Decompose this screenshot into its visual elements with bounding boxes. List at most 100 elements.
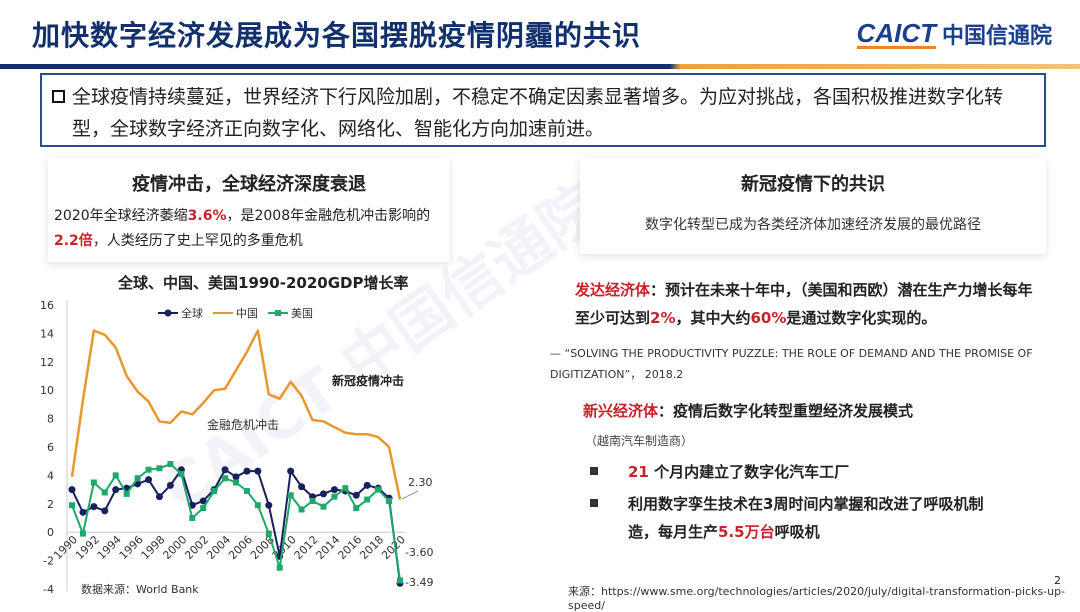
x-tick-label: 2018	[357, 533, 386, 562]
data-point	[68, 486, 76, 494]
data-point	[90, 479, 97, 486]
data-point	[166, 481, 174, 489]
data-point	[232, 473, 240, 481]
data-point	[265, 501, 273, 509]
highlight: 2.2倍	[54, 233, 93, 249]
data-point	[353, 505, 360, 512]
x-tick-label: 1998	[139, 533, 168, 562]
x-tick-label: 1992	[73, 533, 102, 562]
highlight: 5.5万台	[718, 523, 775, 541]
label: 发达经济体	[575, 281, 651, 299]
highlight: 60%	[750, 309, 787, 327]
text: ：疫情后数字化转型重塑经济发展模式	[658, 402, 914, 420]
x-tick-label: 1996	[117, 533, 146, 562]
text: 利用数字孪生技术在3周时间内掌握和改进了呼吸机制造，每月生产	[628, 495, 984, 541]
page-number: 2	[1054, 574, 1061, 587]
checkbox-bullet-icon	[52, 90, 65, 103]
legend-label: 美国	[291, 307, 313, 320]
developed-economies: 发达经济体：预计在未来十年中，（美国和西欧）潜在生产力增长每年至少可达到2%，其…	[575, 276, 1045, 332]
data-point	[112, 472, 119, 479]
square-bullet-icon	[590, 499, 598, 507]
legend-label: 中国	[236, 307, 258, 320]
data-point	[211, 488, 218, 495]
series-line-全球	[71, 468, 401, 584]
bullet-item: 21 个月内建立了数字化汽车工厂	[590, 458, 849, 486]
card-text: 数字化转型已成为各类经济体加速经济发展的最优路径	[645, 217, 981, 233]
data-point	[233, 479, 239, 486]
data-point	[342, 485, 349, 492]
data-point	[79, 530, 86, 537]
data-point	[363, 481, 371, 489]
highlight: 21	[628, 463, 649, 481]
emerging-economies: 新兴经济体：疫情后数字化转型重塑经济发展模式	[583, 400, 913, 421]
intro-text: 全球疫情持续蔓延，世界经济下行风险加剧，不稳定不确定因素显著增多。为应对挑战，各…	[72, 86, 1004, 140]
annotation-covid: 新冠疫情冲击	[332, 373, 404, 388]
chart-title: 全球、中国、美国1990-2020GDP增长率	[118, 274, 409, 292]
data-point	[69, 502, 75, 509]
text: ，人类经历了史上罕见的多重危机	[92, 233, 303, 249]
data-point	[155, 493, 163, 501]
data-point	[178, 470, 185, 477]
y-tick-label: 2	[47, 498, 54, 511]
data-point	[287, 492, 294, 499]
vietnam-note: （越南汽车制造商）	[585, 434, 694, 448]
data-point	[79, 508, 87, 516]
annotation-crisis: 金融危机冲击	[207, 417, 279, 432]
data-point	[254, 467, 262, 475]
data-point	[145, 476, 153, 484]
y-tick-label: 4	[47, 469, 54, 482]
text: 呼吸机	[774, 523, 820, 541]
y-tick-label: -2	[43, 555, 54, 568]
y-tick-label: 16	[40, 299, 54, 312]
data-point	[200, 505, 207, 512]
x-tick-label: 2006	[226, 533, 255, 562]
intro-box: 全球疫情持续蔓延，世界经济下行风险加剧，不稳定不确定因素显著增多。为应对挑战，各…	[40, 73, 1046, 147]
data-point	[167, 461, 174, 468]
data-point	[375, 486, 382, 493]
text: ，其中大约	[675, 309, 751, 327]
annotation-value: -3.60	[405, 546, 433, 559]
data-point	[90, 503, 98, 511]
annotation-china-2020: 2.30	[408, 476, 433, 489]
square-bullet-icon	[590, 467, 598, 475]
card-heading: 新冠疫情下的共识	[741, 174, 885, 195]
data-point	[319, 490, 327, 498]
data-point	[386, 497, 393, 504]
y-tick-label: 12	[40, 356, 54, 369]
data-point	[221, 466, 229, 474]
data-point	[101, 489, 108, 496]
text: 2020年全球经济萎缩	[54, 208, 188, 224]
data-point	[134, 475, 141, 482]
y-tick-label: -4	[43, 583, 54, 596]
data-point	[364, 496, 371, 503]
header-divider	[0, 64, 1080, 69]
y-tick-label: 10	[40, 384, 54, 397]
card-text: 2020年全球经济萎缩3.6%，是2008年金融危机冲击影响的 2.2倍，人类经历…	[48, 196, 450, 254]
consensus-card: 新冠疫情下的共识 数字化转型已成为各类经济体加速经济发展的最优路径	[580, 158, 1046, 254]
y-tick-label: 14	[40, 327, 54, 340]
legend-marker	[275, 310, 281, 316]
chart-source: 数据来源：World Bank	[81, 582, 199, 596]
x-tick-label: 2002	[182, 533, 211, 562]
x-tick-label: 1990	[51, 533, 80, 562]
data-point	[254, 502, 261, 509]
data-point	[331, 493, 338, 500]
data-point	[112, 486, 120, 494]
x-tick-label: 2012	[292, 533, 321, 562]
highlight: 3.6%	[187, 208, 227, 224]
page-title: 加快数字经济发展成为各国摆脱疫情阴霾的共识	[32, 19, 642, 52]
data-point	[243, 488, 250, 495]
logo-en: CAICT	[856, 17, 936, 49]
legend-label: 全球	[181, 306, 203, 320]
data-point	[145, 466, 152, 473]
text: 个月内建立了数字化汽车工厂	[648, 463, 850, 481]
y-tick-label: 8	[47, 413, 54, 426]
data-point	[309, 497, 316, 504]
data-point	[222, 475, 229, 482]
data-point	[156, 465, 163, 472]
data-point	[243, 467, 251, 475]
x-tick-label: 1994	[95, 533, 124, 562]
annotation-leader	[401, 490, 419, 500]
data-point	[199, 497, 207, 505]
label: 新兴经济体	[583, 402, 659, 420]
